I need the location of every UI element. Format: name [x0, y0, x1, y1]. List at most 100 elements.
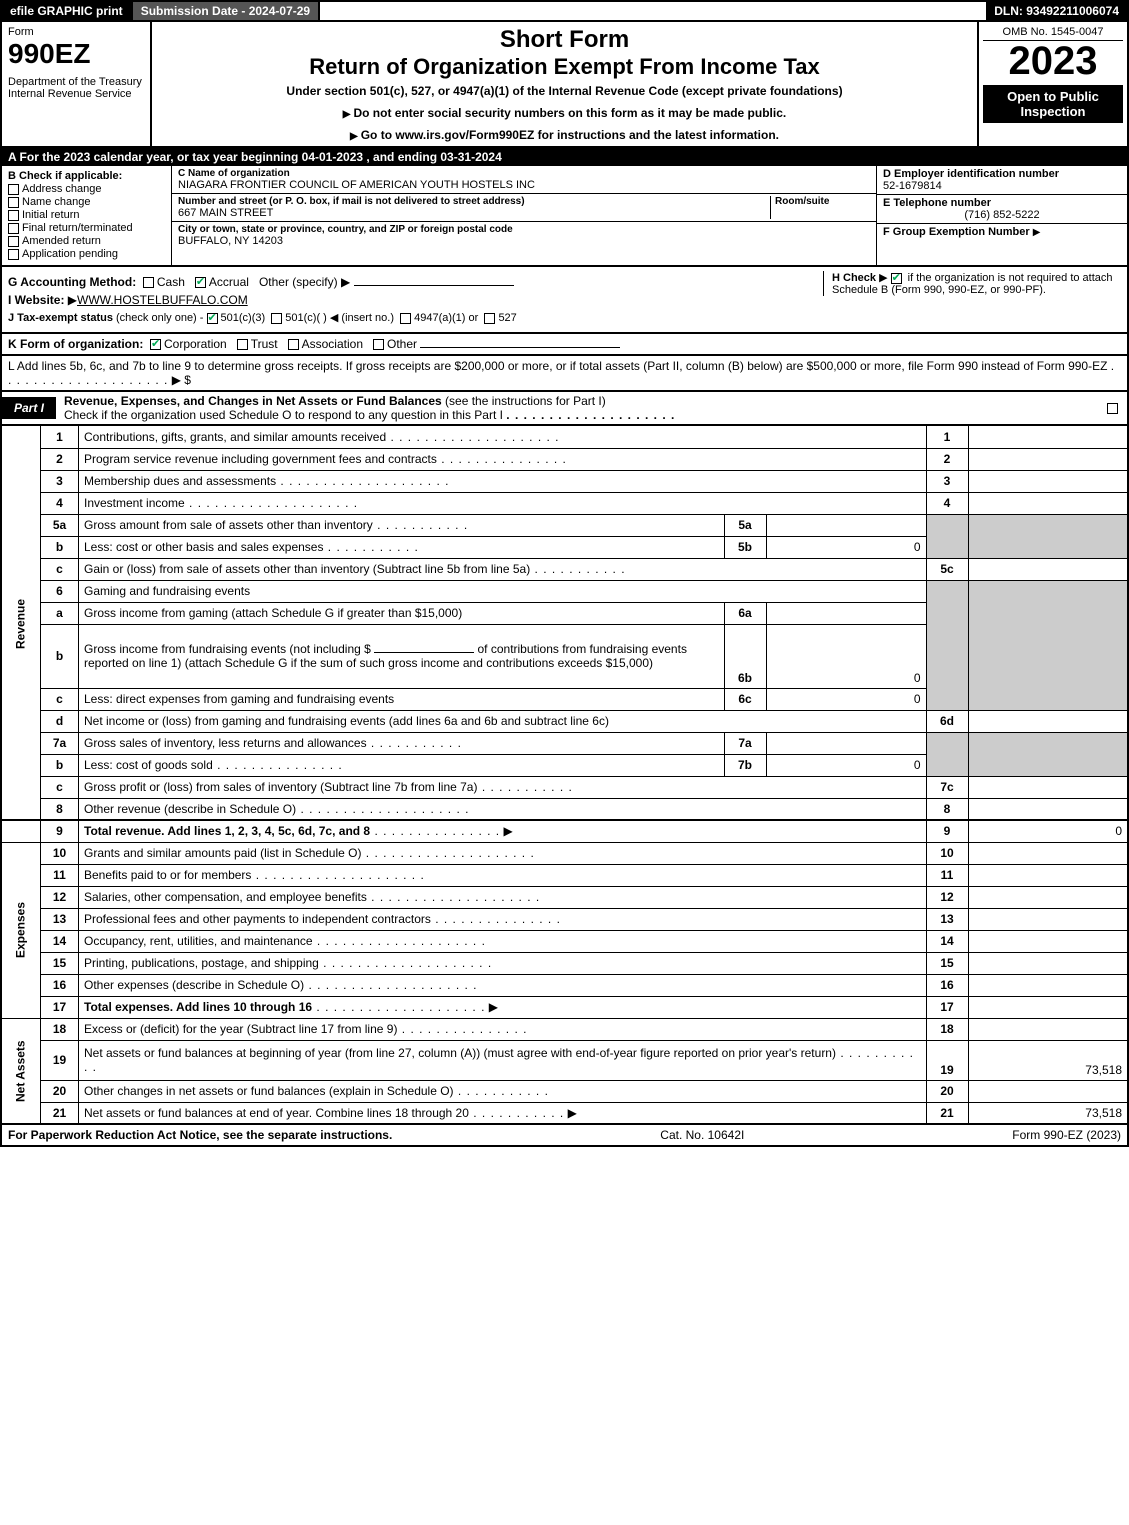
- spacer-cell: [1, 820, 41, 842]
- block-bcdef: B Check if applicable: Address change Na…: [0, 166, 1129, 267]
- table-row: 4 Investment income 4: [1, 492, 1128, 514]
- city-value: BUFFALO, NY 14203: [178, 235, 870, 247]
- col-c: C Name of organization NIAGARA FRONTIER …: [172, 166, 877, 265]
- right-line-no: 20: [926, 1080, 968, 1102]
- checkbox-association[interactable]: [288, 339, 299, 350]
- amount-cell: [968, 448, 1128, 470]
- line-no: c: [41, 776, 79, 798]
- tel-label: E Telephone number: [883, 197, 991, 209]
- checkbox-other-org[interactable]: [373, 339, 384, 350]
- mid-value: 0: [766, 688, 926, 710]
- checkbox-4947[interactable]: [400, 313, 411, 324]
- j-opt4: 527: [498, 312, 516, 324]
- checkbox-corporation[interactable]: [150, 339, 161, 350]
- dots: [386, 430, 559, 444]
- dots: [304, 978, 477, 992]
- right-line-no: 3: [926, 470, 968, 492]
- t: Gain or (loss) from sale of assets other…: [84, 562, 530, 576]
- table-row: 2 Program service revenue including gove…: [1, 448, 1128, 470]
- line-no: c: [41, 558, 79, 580]
- line-no: 8: [41, 798, 79, 820]
- line-no: 5a: [41, 514, 79, 536]
- table-row: 14 Occupancy, rent, utilities, and maint…: [1, 930, 1128, 952]
- line-no: 17: [41, 996, 79, 1018]
- checkbox-schedule-b[interactable]: [891, 273, 902, 284]
- website-value[interactable]: WWW.HOSTELBUFFALO.COM: [77, 293, 248, 307]
- dots: [477, 780, 572, 794]
- line-no: 19: [41, 1040, 79, 1080]
- table-row: 16 Other expenses (describe in Schedule …: [1, 974, 1128, 996]
- j-note: (check only one) -: [116, 312, 203, 324]
- amount-cell: [968, 492, 1128, 514]
- table-row: Net Assets 18 Excess or (deficit) for th…: [1, 1018, 1128, 1040]
- part1-tab: Part I: [2, 397, 56, 419]
- t: Membership dues and assessments: [84, 474, 276, 488]
- line-text: Contributions, gifts, grants, and simila…: [79, 426, 927, 448]
- shaded-cell: [926, 732, 968, 776]
- checkbox-final-return[interactable]: [8, 223, 19, 234]
- part1-header: Part I Revenue, Expenses, and Changes in…: [0, 392, 1129, 426]
- checkbox-cash[interactable]: [143, 277, 154, 288]
- checkbox-application-pending[interactable]: [8, 249, 19, 260]
- checkbox-527[interactable]: [484, 313, 495, 324]
- part1-sub: (see the instructions for Part I): [445, 394, 606, 408]
- website-label: I Website:: [8, 293, 64, 307]
- arrow-icon: [350, 128, 361, 142]
- accrual-label: Accrual: [209, 275, 249, 289]
- checkbox-amended-return[interactable]: [8, 236, 19, 247]
- dots: [469, 1106, 564, 1120]
- right-line-no: 11: [926, 864, 968, 886]
- table-row: c Gross profit or (loss) from sales of i…: [1, 776, 1128, 798]
- shaded-cell: [968, 514, 1128, 558]
- other-org-input[interactable]: [420, 347, 620, 348]
- table-row: 17 Total expenses. Add lines 10 through …: [1, 996, 1128, 1018]
- dots: [373, 518, 468, 532]
- line-no: 11: [41, 864, 79, 886]
- line-no: b: [41, 754, 79, 776]
- checkbox-accrual[interactable]: [195, 277, 206, 288]
- k-opt: Other: [387, 337, 417, 351]
- street-label: Number and street (or P. O. box, if mail…: [178, 196, 770, 207]
- shaded-cell: [926, 580, 968, 710]
- table-row: 7a Gross sales of inventory, less return…: [1, 732, 1128, 754]
- amount-cell: [968, 1080, 1128, 1102]
- line-no: 15: [41, 952, 79, 974]
- section-a: A For the 2023 calendar year, or tax yea…: [0, 148, 1129, 166]
- netassets-section-label: Net Assets: [1, 1018, 41, 1124]
- arrow-icon: [343, 106, 354, 120]
- line-text: Gross sales of inventory, less returns a…: [79, 732, 725, 754]
- efile-label: efile GRAPHIC print: [2, 2, 131, 20]
- right-line-no: 5c: [926, 558, 968, 580]
- t: Program service revenue including govern…: [84, 452, 437, 466]
- line-text: Gaming and fundraising events: [79, 580, 927, 602]
- city-label: City or town, state or province, country…: [178, 224, 870, 235]
- contrib-input[interactable]: [374, 652, 474, 653]
- t: Other revenue (describe in Schedule O): [84, 802, 296, 816]
- right-line-no: 16: [926, 974, 968, 996]
- arrow-icon: [1033, 226, 1041, 238]
- right-line-no: 21: [926, 1102, 968, 1124]
- chk-label: Amended return: [22, 235, 101, 247]
- checkbox-501c[interactable]: [271, 313, 282, 324]
- checkbox-schedule-o-part1[interactable]: [1107, 403, 1118, 414]
- other-specify-input[interactable]: [354, 285, 514, 286]
- table-row: 5a Gross amount from sale of assets othe…: [1, 514, 1128, 536]
- line-no: 9: [41, 820, 79, 842]
- checkbox-name-change[interactable]: [8, 197, 19, 208]
- table-row: 20 Other changes in net assets or fund b…: [1, 1080, 1128, 1102]
- t: Gross income from fundraising events (no…: [84, 642, 371, 656]
- short-form-title: Short Form: [160, 26, 969, 54]
- mid-value: 0: [766, 754, 926, 776]
- checkbox-address-change[interactable]: [8, 184, 19, 195]
- j-opt2: 501(c)( ): [285, 312, 327, 324]
- amount-cell: [968, 558, 1128, 580]
- checkbox-501c3[interactable]: [207, 313, 218, 324]
- col-d: D Employer identification number 52-1679…: [877, 166, 1127, 265]
- line-text: Salaries, other compensation, and employ…: [79, 886, 927, 908]
- checkbox-initial-return[interactable]: [8, 210, 19, 221]
- amount-cell: [968, 974, 1128, 996]
- checkbox-trust[interactable]: [237, 339, 248, 350]
- t: Net assets or fund balances at end of ye…: [84, 1106, 469, 1120]
- line-j: J Tax-exempt status (check only one) - 5…: [8, 311, 1121, 324]
- header-right: OMB No. 1545-0047 2023 Open to Public In…: [977, 22, 1127, 146]
